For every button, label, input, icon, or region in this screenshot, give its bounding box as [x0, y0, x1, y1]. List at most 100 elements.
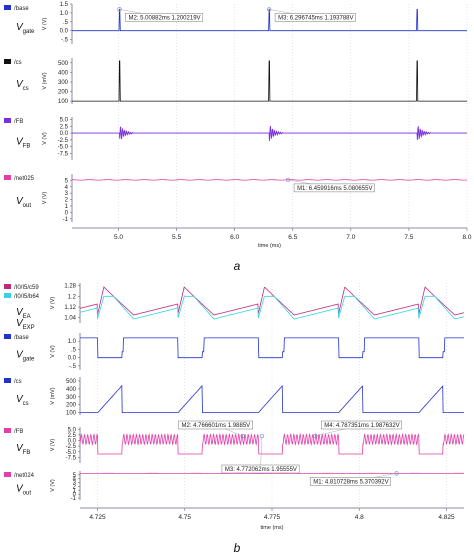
x-tick-label: 4.8: [355, 514, 364, 521]
series-line-b3-0: [80, 384, 464, 413]
marker-label: M2: 4.766601ms 1.9885V: [181, 423, 250, 429]
signal-symbol-sub: FB: [23, 144, 31, 150]
y-tick-label: .5: [71, 347, 77, 353]
x-tick-label: 4.825: [438, 514, 455, 521]
y-tick-label: -5.0: [58, 145, 69, 151]
signal-symbol-sub: gate: [23, 357, 35, 363]
y-tick-label: 0.0: [60, 29, 69, 35]
legend-label: /base: [14, 6, 29, 12]
signal-symbol-main: V: [16, 484, 24, 495]
x-tick-label: 4.775: [264, 514, 281, 521]
legend-swatch: [4, 5, 11, 10]
panel-a1: /base Vgate V (V) 1.5 1.0 .5 0.0 -.5 M2: 5.00882…: [4, 2, 467, 44]
y-tick-label: 0.0: [60, 131, 69, 137]
y-tick-label: 4: [73, 477, 77, 483]
legend-label: /I0/I5/c59: [14, 285, 39, 291]
panel-b2: /base Vgate V (V) 1.0 .5 0.0 -.5: [4, 333, 464, 370]
y-tick-label: 1: [65, 204, 69, 210]
marker-point: [240, 433, 245, 439]
series-line-a3-0: [72, 125, 467, 142]
panel-a2: /cs Vcs V (mV) 500 400 300 200 100: [4, 58, 467, 105]
y-axis-unit: V (V): [50, 297, 56, 310]
y-tick-label: 500: [58, 61, 69, 67]
marker-box: [221, 464, 300, 474]
legend-label: /cs: [14, 60, 22, 66]
y-tick-label: 0: [65, 210, 69, 216]
y-tick-label: 1.5: [60, 2, 69, 8]
legend-swatch: [4, 472, 11, 477]
series-line-b1-0: [79, 286, 465, 316]
x-tick-label: 7.5: [404, 234, 413, 241]
legend-swatch: [4, 378, 11, 383]
y-tick-label: 300: [58, 80, 69, 86]
y-tick-label: 5.0: [60, 118, 69, 124]
signal-symbol: Vgate: [16, 350, 35, 363]
legend-label: /FB: [14, 429, 23, 435]
panel-b4: /FB VFB V (V) 5.02.50.0-2.5-5.0-7.5 M2: 4.76…: [4, 420, 465, 474]
x-tick-label: 6.0: [230, 234, 239, 241]
signal-symbol: VEA: [16, 307, 31, 320]
panel-b3: /cs Vcs V (mV) 500 400 300 200 100: [4, 377, 464, 417]
x-tick-label: 8.0: [462, 234, 471, 241]
x-axis-title: time (ms): [258, 243, 281, 249]
y-tick-label: 2.5: [60, 124, 69, 130]
y-tick-label: .5: [63, 20, 69, 26]
y-tick-label: 200: [58, 90, 69, 96]
marker-label: M3: 4.772062ms 1.95555V: [225, 467, 297, 473]
legend-swatch: [4, 175, 11, 180]
y-tick-label: -7.5: [66, 455, 77, 461]
marker-leader: [260, 436, 263, 470]
signal-symbol-sub: out: [23, 203, 32, 209]
caption-a: a: [234, 259, 241, 273]
legend-swatch: [4, 428, 11, 433]
x-tick-label: 5.0: [114, 234, 123, 241]
signal-symbol: Vcs: [16, 79, 29, 92]
marker-point: [285, 177, 291, 183]
y-tick-label: 400: [58, 70, 69, 76]
series-line-b4-0: [79, 432, 465, 455]
marker-label: M3: 6.296745ms 1.193788V: [278, 15, 353, 21]
y-tick-label: 1.12: [64, 305, 76, 311]
legend-label: /I0/I5/b64: [14, 294, 40, 300]
signal-symbol: VFB: [16, 443, 30, 456]
y-tick-label: 1.2: [68, 294, 77, 300]
series-line-a4-0: [72, 179, 467, 181]
y-tick-label: -1: [71, 496, 77, 502]
marker-box: [309, 477, 391, 486]
panel-a3: /FB VFB V (V) 5.02.50.0-2.5-5.0-7.5: [4, 117, 467, 160]
x-tick-label: 7.0: [346, 234, 355, 241]
marker-box: [321, 420, 402, 430]
y-tick-label: 0.0: [68, 356, 77, 362]
y-tick-label: 400: [66, 387, 77, 393]
y-tick-label: 100: [58, 99, 69, 105]
marker-box: [178, 420, 253, 430]
marker-box: [293, 183, 375, 193]
y-tick-label: -.5: [61, 38, 69, 44]
y-tick-label: 1.0: [68, 339, 77, 345]
signal-symbol-main: V: [16, 394, 24, 405]
y-tick-label: -5.0: [66, 450, 77, 456]
signal-symbol-main: V: [16, 196, 24, 207]
y-axis-unit: V (mV): [50, 387, 56, 404]
y-tick-label: 0.0: [68, 439, 77, 445]
marker-label: M2: 5.00882ms 1.200219V: [128, 15, 200, 21]
signal-symbol-2: VEXP: [16, 318, 35, 331]
y-tick-label: 0: [73, 492, 77, 498]
series-line-b1-1: [79, 295, 465, 320]
y-tick-label: 2: [73, 484, 77, 490]
y-tick-label: 3: [65, 191, 69, 197]
legend-swatch: [4, 293, 11, 298]
x-tick-label: 5.5: [172, 234, 181, 241]
signal-symbol-sub: gate: [23, 29, 35, 35]
x-tick-label: 4.75: [178, 514, 191, 521]
signal-symbol: Vout: [16, 196, 31, 209]
signal-symbol: Vgate: [16, 22, 35, 35]
marker-point: [394, 471, 399, 476]
legend-label: /FB: [14, 119, 23, 125]
y-tick-label: -1: [63, 217, 69, 223]
